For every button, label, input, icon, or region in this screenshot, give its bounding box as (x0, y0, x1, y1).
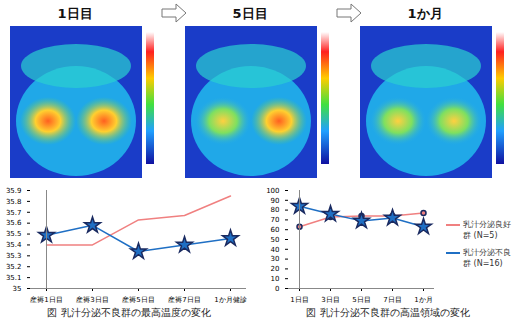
svg-text:50: 50 (271, 236, 280, 244)
svg-text:100: 100 (266, 187, 279, 195)
svg-text:35.5: 35.5 (6, 230, 22, 238)
svg-text:0: 0 (275, 285, 279, 293)
html-text:図 乳汁分泌不良群の最高温度の変化: 図 乳汁分泌不良群の最高温度の変化 (47, 307, 211, 318)
svg-text:3日目: 3日目 (321, 296, 339, 304)
svg-text:7日目: 7日目 (383, 296, 401, 304)
svg-text:90: 90 (271, 197, 280, 205)
svg-text:60: 60 (271, 226, 280, 234)
svg-text:80: 80 (271, 206, 280, 214)
svg-text:35.4: 35.4 (6, 241, 22, 249)
svg-text:1日目: 1日目 (290, 296, 308, 304)
svg-text:1か月: 1か月 (407, 6, 442, 21)
svg-text:1日目: 1日目 (57, 6, 92, 21)
svg-text:35.1: 35.1 (6, 274, 22, 282)
svg-text:10: 10 (271, 275, 280, 283)
html-text:図 乳汁分泌不良群の高温領域の変化: 図 乳汁分泌不良群の高温領域の変化 (306, 307, 470, 318)
svg-text:35.8: 35.8 (6, 198, 22, 206)
svg-text:産褥1日目: 産褥1日目 (30, 296, 62, 304)
svg-text:20: 20 (271, 265, 280, 273)
svg-text:35.2: 35.2 (6, 263, 22, 271)
svg-text:産褥3日目: 産褥3日目 (76, 296, 108, 304)
svg-text:5日目: 5日目 (232, 6, 267, 21)
svg-text:35.7: 35.7 (6, 209, 22, 217)
svg-text:35.6: 35.6 (6, 219, 22, 227)
html-text:乳汁分泌不良群 (N=16): 乳汁分泌不良群 (N=16) (463, 248, 511, 268)
svg-text:35.3: 35.3 (6, 252, 22, 260)
svg-text:40: 40 (271, 246, 280, 254)
svg-text:35.9: 35.9 (6, 187, 22, 195)
svg-text:30: 30 (271, 255, 280, 263)
svg-text:産褥7日目: 産褥7日目 (168, 296, 200, 304)
svg-text:1か月健診: 1か月健診 (214, 296, 246, 304)
svg-text:35: 35 (13, 285, 22, 293)
html-text:乳汁分泌良好群 (N=5): 乳汁分泌良好群 (N=5) (463, 220, 511, 240)
svg-text:70: 70 (271, 216, 280, 224)
svg-text:1か月: 1か月 (414, 296, 432, 304)
svg-text:5日目: 5日目 (352, 296, 370, 304)
svg-text:産褥5日目: 産褥5日目 (122, 296, 154, 304)
